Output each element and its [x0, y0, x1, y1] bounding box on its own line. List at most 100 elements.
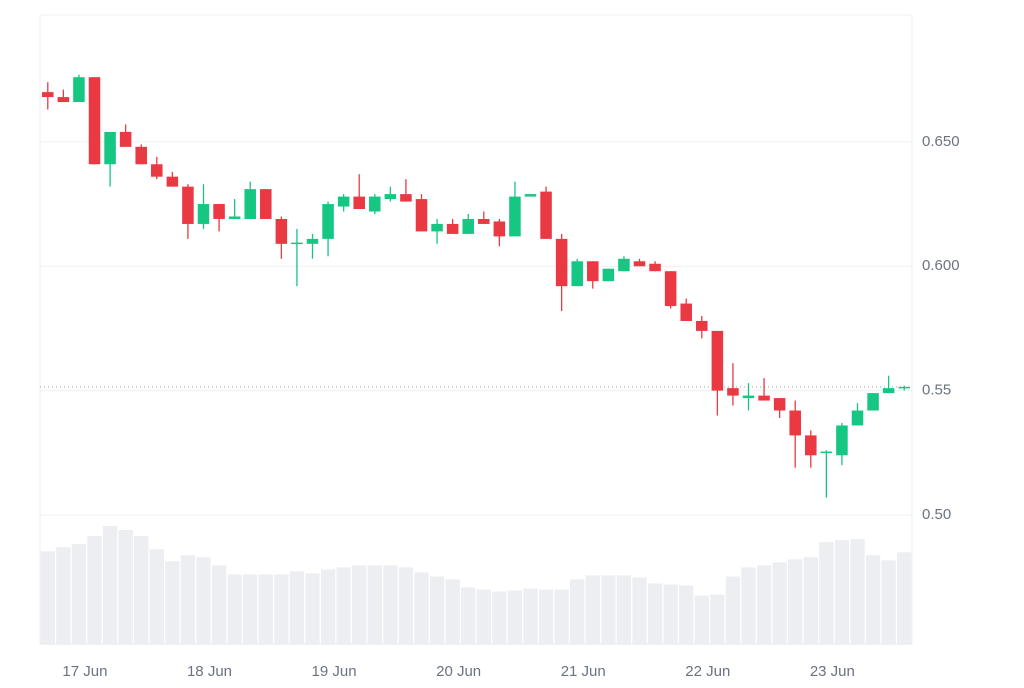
candle-body [555, 238, 568, 287]
volume-bar [850, 539, 865, 644]
candle-body [337, 196, 350, 207]
y-tick-label: 0.600 [922, 257, 960, 274]
candle-body [742, 395, 755, 399]
y-tick-label: 0.55 [922, 382, 951, 399]
x-tick-label: 18 Jun [187, 663, 232, 680]
candle-body [462, 218, 474, 234]
volume-bar [694, 595, 709, 644]
candle-body [898, 386, 910, 389]
volume-bar [227, 574, 242, 644]
volume-bar [601, 575, 616, 644]
volume-bar [772, 562, 787, 644]
volume-bar [523, 588, 538, 644]
candle-body [664, 271, 677, 307]
candle-body [369, 196, 381, 212]
candle-body [618, 258, 630, 272]
candle-body [291, 242, 303, 245]
volume-bar [87, 536, 102, 644]
candle-body [306, 238, 319, 244]
x-tick-label: 21 Jun [561, 663, 606, 680]
volume-bar [679, 585, 694, 644]
x-tick-label: 22 Jun [685, 663, 730, 680]
candle-body [711, 330, 724, 391]
volume-bar [492, 591, 507, 644]
candle-body [228, 216, 241, 219]
volume-bar [289, 571, 305, 644]
candle-body [696, 320, 708, 331]
volume-bar [414, 572, 429, 644]
volume-bar [756, 565, 772, 644]
x-tick-label: 19 Jun [312, 663, 357, 680]
candle-body [789, 410, 801, 436]
candle-body [571, 261, 583, 287]
volume-bar [570, 579, 585, 644]
volume-bar [196, 557, 211, 644]
volume-bar [445, 579, 460, 644]
candle-body [836, 425, 848, 456]
volume-bar [647, 583, 663, 644]
volume-bar [429, 576, 445, 644]
candle-body [540, 191, 552, 239]
candle-body [867, 393, 879, 411]
volume-bar [585, 575, 600, 644]
x-tick-label: 20 Jun [436, 663, 481, 680]
volume-bar [538, 589, 554, 644]
candle-body [213, 204, 225, 219]
candle-body [244, 189, 256, 219]
candle-body [587, 261, 599, 282]
candle-body [493, 221, 506, 237]
volume-bar [274, 574, 289, 644]
volume-bar [834, 540, 850, 644]
volume-bar [258, 574, 273, 644]
volume-bar [180, 555, 196, 644]
candle-body [400, 194, 412, 202]
volume-bar [881, 560, 896, 644]
candle-body [384, 194, 397, 200]
candle-body [602, 268, 615, 282]
candle-body [353, 196, 365, 210]
candle-body [73, 77, 85, 103]
candle-body [322, 204, 334, 239]
candle-body [478, 218, 490, 224]
volume-bar [352, 565, 367, 644]
volume-bar [320, 569, 336, 644]
volume-bar [507, 590, 523, 644]
candle-body [182, 186, 194, 224]
candle-body [415, 199, 428, 232]
candle-body [431, 223, 443, 232]
volume-bar [897, 552, 912, 644]
candle-body [88, 77, 101, 165]
volume-bar [461, 587, 476, 644]
volume-bar [554, 589, 569, 644]
volume-bar [40, 551, 55, 644]
volume-bar [336, 567, 351, 644]
candle-body [151, 164, 163, 177]
candle-body [166, 176, 179, 187]
candle-body [820, 451, 833, 454]
volume-bar [305, 573, 320, 644]
volume-bar [367, 565, 382, 644]
volume-bar [118, 530, 133, 644]
volume-bar [663, 584, 678, 644]
volume-bar [134, 536, 149, 644]
volume-bar [71, 544, 87, 644]
volume-bar [165, 561, 180, 644]
candle-body [805, 435, 817, 456]
candle-body [119, 131, 132, 147]
candle-body [275, 218, 288, 244]
candle-body [851, 410, 864, 426]
candle-body [260, 189, 272, 219]
candle-body [680, 303, 692, 321]
candle-body [882, 388, 895, 394]
volume-bar [803, 557, 818, 644]
candle-body [57, 97, 70, 103]
volume-bar [476, 589, 491, 644]
candle-body [42, 92, 54, 98]
volume-bar [710, 594, 725, 644]
volume-bar [383, 565, 398, 644]
y-tick-label: 0.650 [922, 133, 960, 150]
volume-bar [243, 574, 258, 644]
candle-body [104, 131, 116, 165]
candle-body [727, 388, 739, 396]
